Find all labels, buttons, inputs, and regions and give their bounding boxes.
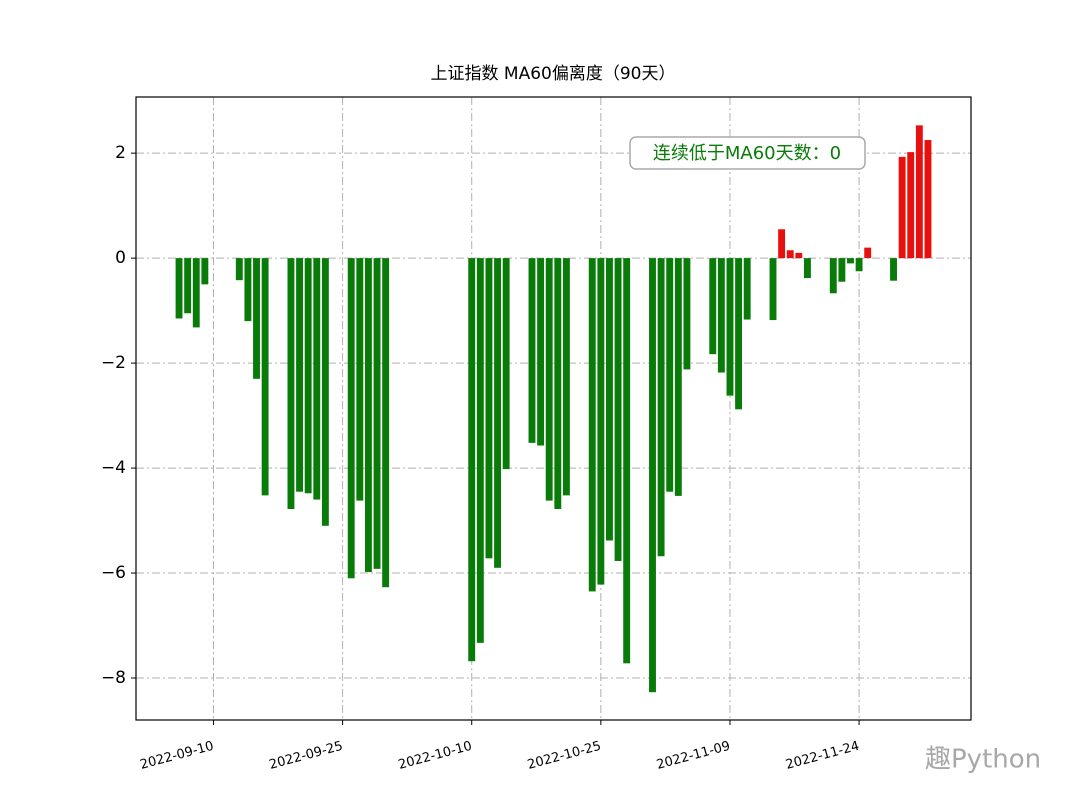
bar [735,258,743,410]
bar [321,258,329,526]
bar [898,156,906,259]
bar [915,125,923,259]
bar [726,258,734,396]
bar [674,258,682,496]
bar [588,258,596,592]
bar [373,258,381,569]
bar [847,258,854,264]
y-tick-label: −8 [101,668,126,688]
bar [683,258,691,370]
bar [261,258,269,496]
bar [184,258,192,314]
bar [666,258,674,492]
bar [657,258,665,557]
bar [528,258,536,443]
bar [313,258,321,500]
bar [304,258,312,494]
bar [778,229,786,259]
bar [743,258,751,320]
bar [554,258,562,510]
bar [468,258,476,662]
bar [795,252,803,259]
bar [545,258,553,501]
annotation-box [629,136,866,170]
bar [804,258,811,279]
bar [606,258,613,541]
chart-title: 上证指数 MA60偏离度（90天） [431,64,676,84]
bar [192,258,200,328]
bar [537,258,545,446]
bar [244,258,252,322]
bar [253,258,260,379]
annotation: 连续低于MA60天数：0 [653,143,841,164]
bar [382,258,390,588]
bar [924,140,932,259]
bar [907,152,915,259]
bar [502,258,510,470]
bar [717,258,725,373]
bar [864,247,872,259]
bar [829,258,837,294]
bar [494,258,501,568]
axes-frame [135,96,972,721]
bar [838,258,846,282]
bar [356,258,364,501]
watermark: 趣Python [925,745,1041,775]
y-tick-label: 0 [115,248,126,268]
bar [347,258,355,579]
bar [364,258,372,572]
bar [201,258,209,285]
bar [597,258,605,585]
y-tick-label: −4 [101,458,126,478]
y-tick-label: 2 [115,143,126,163]
bar [476,258,484,643]
bar [786,250,794,259]
bar [709,258,717,355]
bar [296,258,303,492]
bar [623,258,631,664]
bar [855,258,863,272]
bar [562,258,570,496]
bar [175,258,183,319]
bar [649,258,656,693]
y-tick-label: −6 [101,563,126,583]
bar [769,258,777,321]
y-tick-label: −2 [101,353,126,373]
bar [890,258,897,281]
bar [287,258,295,510]
bar [614,258,622,561]
bar [235,258,243,281]
bar [485,258,493,559]
